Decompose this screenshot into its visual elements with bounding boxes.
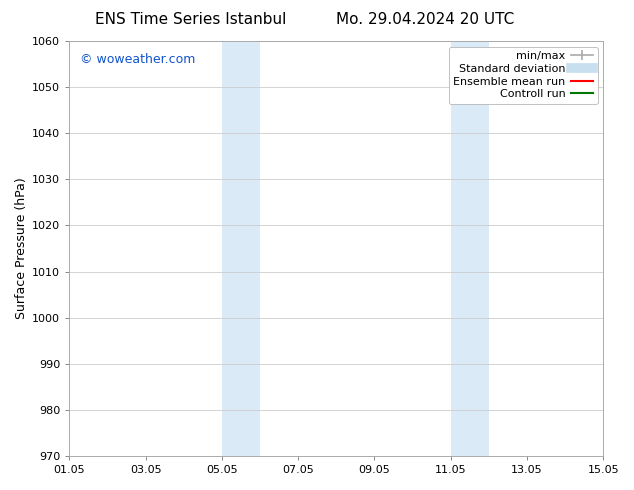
- Text: Mo. 29.04.2024 20 UTC: Mo. 29.04.2024 20 UTC: [335, 12, 514, 27]
- Bar: [222, 41, 260, 456]
- Y-axis label: Surface Pressure (hPa): Surface Pressure (hPa): [15, 178, 28, 319]
- Text: ENS Time Series Istanbul: ENS Time Series Istanbul: [94, 12, 286, 27]
- Text: © woweather.com: © woweather.com: [80, 53, 195, 67]
- Bar: [451, 41, 489, 456]
- Legend: min/max, Standard deviation, Ensemble mean run, Controll run: min/max, Standard deviation, Ensemble me…: [449, 47, 598, 104]
